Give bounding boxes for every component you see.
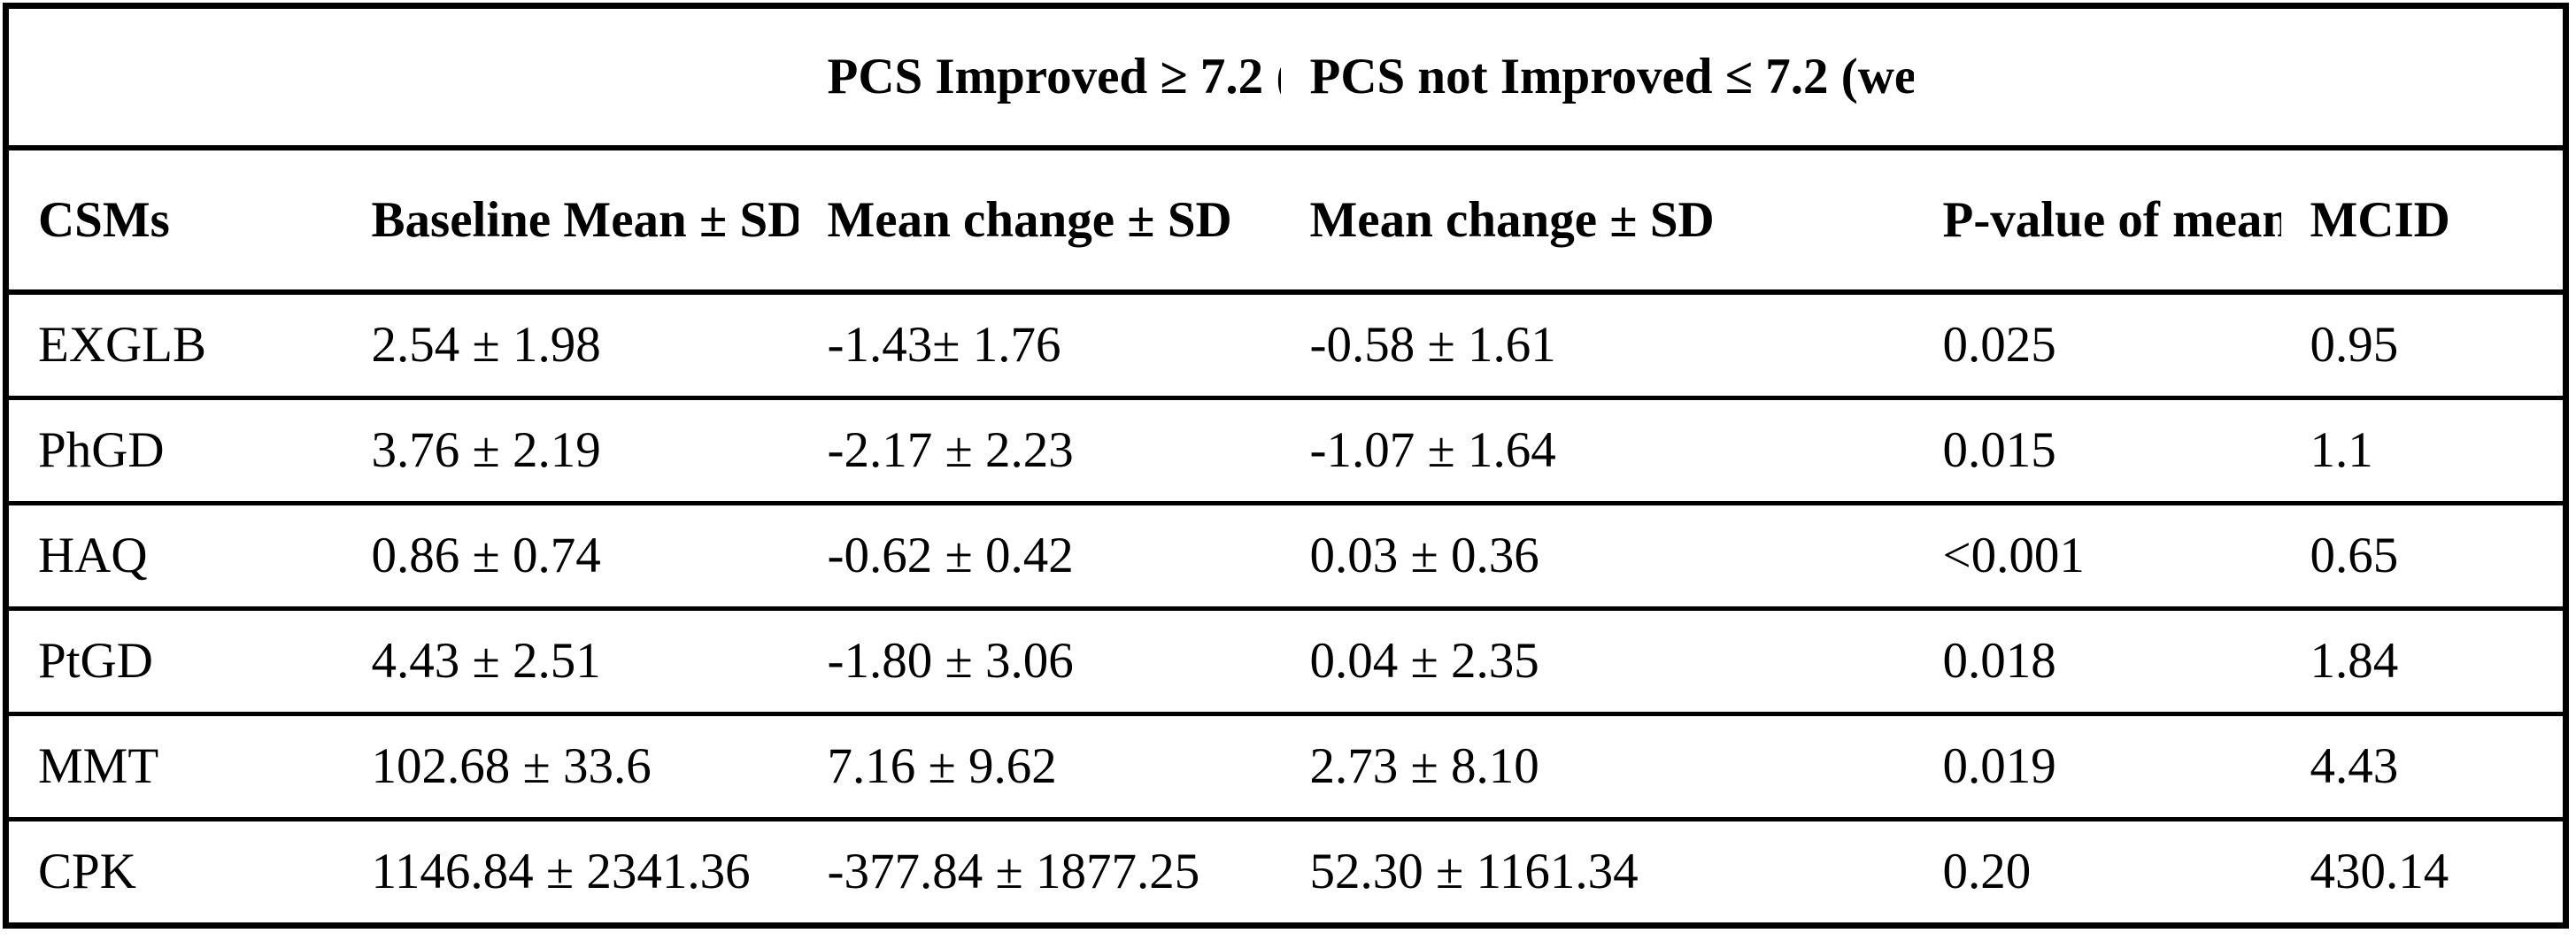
csm-name-cell: EXGLB — [5, 292, 343, 400]
p-value-cell: 0.019 — [1913, 713, 2281, 821]
improved-change-cell: 7.16 ± 9.62 — [798, 713, 1281, 821]
baseline-cell: 2.54 ± 1.98 — [342, 292, 798, 400]
group-header-row: PCS Improved ≥ 7.2 (week 24) PCS not Imp… — [5, 5, 2566, 150]
csm-name-cell: CPK — [5, 819, 343, 928]
group-header-pcs-not-improved: PCS not Improved ≤ 7.2 (week 24) — [1280, 5, 1914, 150]
csm-name-cell: HAQ — [5, 503, 343, 611]
baseline-cell: 0.86 ± 0.74 — [342, 503, 798, 611]
column-header-mcid: MCID — [2280, 148, 2566, 295]
baseline-cell: 102.68 ± 33.6 — [342, 713, 798, 821]
table-row-phgd: PhGD 3.76 ± 2.19 -2.17 ± 2.23 -1.07 ± 1.… — [5, 397, 2566, 505]
table-row-ptgd: PtGD 4.43 ± 2.51 -1.80 ± 3.06 0.04 ± 2.3… — [5, 608, 2566, 716]
mcid-cell: 430.14 — [2280, 819, 2566, 928]
empty-cell — [1913, 5, 2281, 150]
improved-change-cell: -1.80 ± 3.06 — [798, 608, 1281, 716]
table-row-haq: HAQ 0.86 ± 0.74 -0.62 ± 0.42 0.03 ± 0.36… — [5, 503, 2566, 611]
not-improved-change-cell: 0.04 ± 2.35 — [1280, 608, 1914, 716]
not-improved-change-cell: -1.07 ± 1.64 — [1280, 397, 1914, 505]
csm-name-cell: PtGD — [5, 608, 343, 716]
p-value-cell: 0.015 — [1913, 397, 2281, 505]
improved-change-cell: -1.43± 1.76 — [798, 292, 1281, 400]
baseline-cell: 3.76 ± 2.19 — [342, 397, 798, 505]
csm-name-cell: PhGD — [5, 397, 343, 505]
baseline-cell: 1146.84 ± 2341.36 — [342, 819, 798, 928]
not-improved-change-cell: 52.30 ± 1161.34 — [1280, 819, 1914, 928]
mcid-cell: 1.1 — [2280, 397, 2566, 505]
group-header-pcs-improved: PCS Improved ≥ 7.2 (week 24) — [798, 5, 1281, 150]
improved-change-cell: -2.17 ± 2.23 — [798, 397, 1281, 505]
mcid-cell: 1.84 — [2280, 608, 2566, 716]
empty-cell — [2280, 5, 2566, 150]
column-header-csms: CSMs — [5, 148, 343, 295]
not-improved-change-cell: 2.73 ± 8.10 — [1280, 713, 1914, 821]
column-header-improved-mean-change: Mean change ± SD — [798, 148, 1281, 295]
table-row-cpk: CPK 1146.84 ± 2341.36 -377.84 ± 1877.25 … — [5, 819, 2566, 928]
csm-name-cell: MMT — [5, 713, 343, 821]
improved-change-cell: -377.84 ± 1877.25 — [798, 819, 1281, 928]
table-row-mmt: MMT 102.68 ± 33.6 7.16 ± 9.62 2.73 ± 8.1… — [5, 713, 2566, 821]
column-header-p-value: P-value of mean change — [1913, 148, 2281, 295]
not-improved-change-cell: -0.58 ± 1.61 — [1280, 292, 1914, 400]
mcid-cell: 4.43 — [2280, 713, 2566, 821]
empty-cell — [342, 5, 798, 150]
p-value-cell: <0.001 — [1913, 503, 2281, 611]
column-header-row: CSMs Baseline Mean ± SD Mean change ± SD… — [5, 148, 2566, 295]
baseline-cell: 4.43 ± 2.51 — [342, 608, 798, 716]
p-value-cell: 0.025 — [1913, 292, 2281, 400]
mcid-cell: 0.65 — [2280, 503, 2566, 611]
p-value-cell: 0.018 — [1913, 608, 2281, 716]
csm-results-table: PCS Improved ≥ 7.2 (week 24) PCS not Imp… — [3, 3, 2569, 929]
empty-cell — [5, 5, 343, 150]
not-improved-change-cell: 0.03 ± 0.36 — [1280, 503, 1914, 611]
improved-change-cell: -0.62 ± 0.42 — [798, 503, 1281, 611]
column-header-not-improved-mean-change: Mean change ± SD — [1280, 148, 1914, 295]
table-row-exglb: EXGLB 2.54 ± 1.98 -1.43± 1.76 -0.58 ± 1.… — [5, 292, 2566, 400]
mcid-cell: 0.95 — [2280, 292, 2566, 400]
p-value-cell: 0.20 — [1913, 819, 2281, 928]
column-header-baseline: Baseline Mean ± SD — [342, 148, 798, 295]
